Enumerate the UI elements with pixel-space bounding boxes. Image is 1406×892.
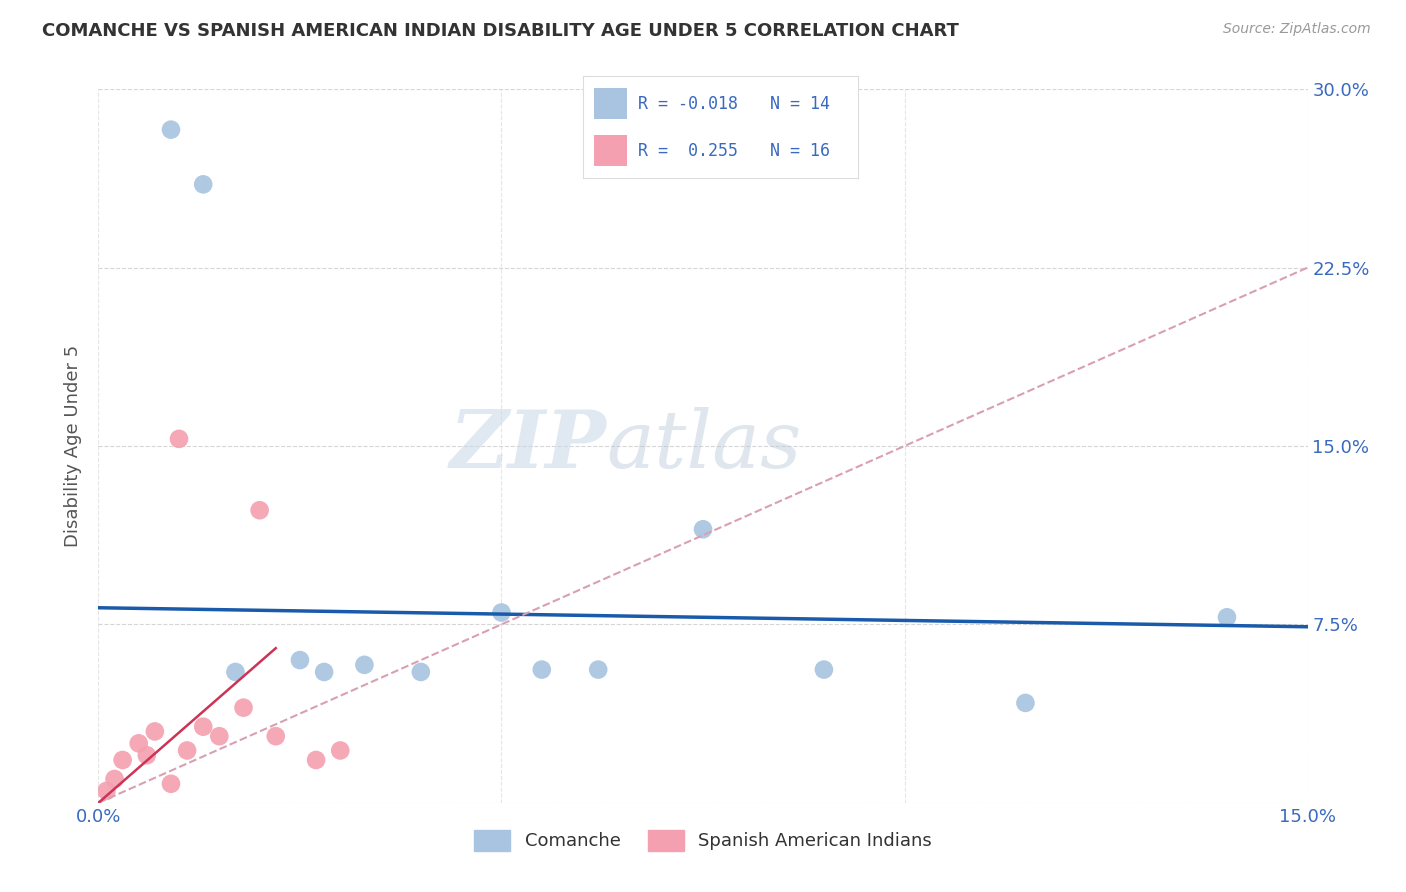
Text: Source: ZipAtlas.com: Source: ZipAtlas.com — [1223, 22, 1371, 37]
Text: ZIP: ZIP — [450, 408, 606, 484]
Y-axis label: Disability Age Under 5: Disability Age Under 5 — [65, 345, 83, 547]
Point — [111, 753, 134, 767]
Point — [813, 663, 835, 677]
Point — [305, 753, 328, 767]
Point — [288, 653, 311, 667]
Point — [232, 700, 254, 714]
Point — [224, 665, 246, 679]
Point — [96, 784, 118, 798]
Text: R =  0.255: R = 0.255 — [638, 142, 738, 160]
Point — [314, 665, 336, 679]
Point — [128, 736, 150, 750]
Point — [160, 122, 183, 136]
Point — [249, 503, 271, 517]
Point — [193, 720, 215, 734]
Point — [264, 729, 287, 743]
Point — [176, 743, 198, 757]
Point — [1014, 696, 1036, 710]
Legend: Comanche, Spanish American Indians: Comanche, Spanish American Indians — [467, 822, 939, 858]
Point — [135, 748, 157, 763]
Point — [530, 663, 553, 677]
Point — [160, 777, 183, 791]
Text: N = 16: N = 16 — [770, 142, 830, 160]
Point — [692, 522, 714, 536]
Text: R = -0.018: R = -0.018 — [638, 95, 738, 112]
Bar — [595, 88, 627, 119]
Point — [353, 657, 375, 672]
Point — [143, 724, 166, 739]
Text: N = 14: N = 14 — [770, 95, 830, 112]
Point — [193, 178, 215, 192]
Bar — [595, 136, 627, 166]
Point — [167, 432, 190, 446]
Point — [491, 606, 513, 620]
Text: COMANCHE VS SPANISH AMERICAN INDIAN DISABILITY AGE UNDER 5 CORRELATION CHART: COMANCHE VS SPANISH AMERICAN INDIAN DISA… — [42, 22, 959, 40]
Point — [586, 663, 609, 677]
Point — [208, 729, 231, 743]
Point — [103, 772, 125, 786]
Point — [409, 665, 432, 679]
Text: atlas: atlas — [606, 408, 801, 484]
Point — [1216, 610, 1239, 624]
Point — [329, 743, 352, 757]
